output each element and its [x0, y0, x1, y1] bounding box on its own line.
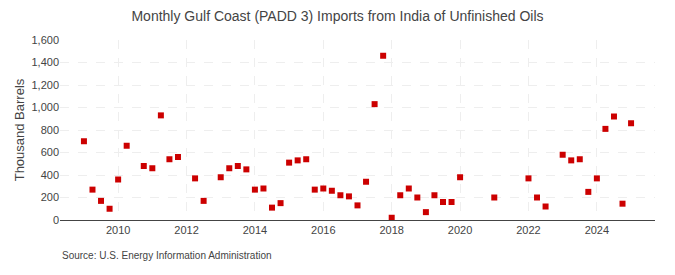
- svg-text:2020: 2020: [448, 224, 472, 236]
- svg-text:2014: 2014: [243, 224, 267, 236]
- svg-text:1,600: 1,600: [31, 34, 59, 46]
- svg-text:1,200: 1,200: [31, 79, 59, 91]
- svg-text:2012: 2012: [174, 224, 198, 236]
- svg-text:2024: 2024: [585, 224, 609, 236]
- svg-text:1,400: 1,400: [31, 56, 59, 68]
- svg-text:1,000: 1,000: [31, 101, 59, 113]
- svg-text:200: 200: [41, 191, 59, 203]
- svg-text:2018: 2018: [379, 224, 403, 236]
- svg-text:400: 400: [41, 169, 59, 181]
- svg-text:Thousand Barrels: Thousand Barrels: [12, 78, 27, 181]
- svg-text:2010: 2010: [106, 224, 130, 236]
- svg-text:2022: 2022: [516, 224, 540, 236]
- svg-text:600: 600: [41, 146, 59, 158]
- svg-text:2016: 2016: [311, 224, 335, 236]
- svg-text:0: 0: [53, 214, 59, 226]
- svg-text:Monthly Gulf Coast (PADD 3) Im: Monthly Gulf Coast (PADD 3) Imports from…: [131, 8, 543, 24]
- svg-text:Source: U.S. Energy Informatio: Source: U.S. Energy Information Administ…: [62, 250, 272, 261]
- svg-text:800: 800: [41, 124, 59, 136]
